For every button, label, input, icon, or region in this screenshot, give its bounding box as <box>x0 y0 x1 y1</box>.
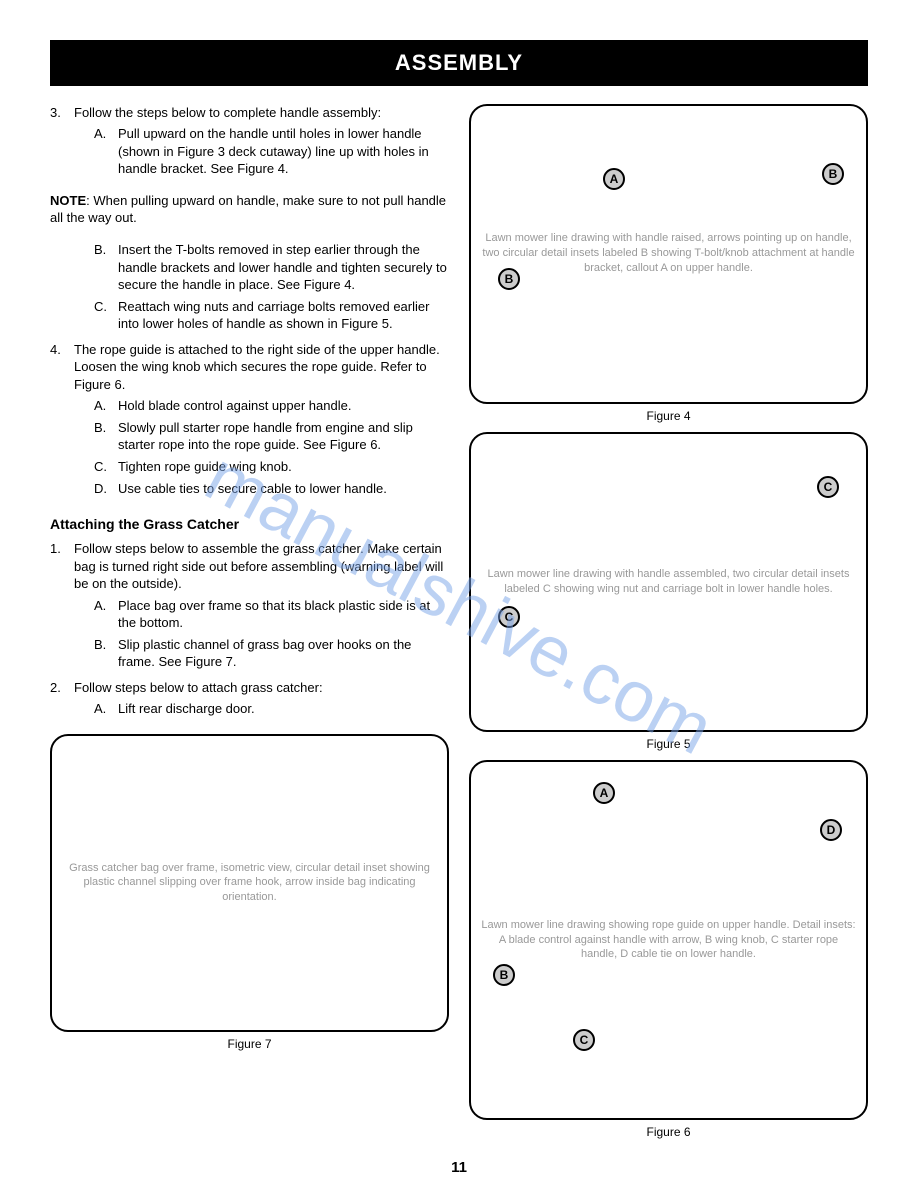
figure-6-box: A B C D Lawn mower line drawing showing … <box>469 760 868 1120</box>
callout-B: B <box>493 964 515 986</box>
figure-7-box: Grass catcher bag over frame, isometric … <box>50 734 449 1032</box>
figure-5-box: C C Lawn mower line drawing with handle … <box>469 432 868 732</box>
figure-7-container: Grass catcher bag over frame, isometric … <box>50 734 449 1052</box>
step-intro: The rope guide is attached to the right … <box>74 342 440 392</box>
substep-B: B. Slowly pull starter rope handle from … <box>94 419 449 454</box>
step-number: 2. <box>50 679 74 722</box>
gc2-substeps: A. Lift rear discharge door. <box>74 700 449 718</box>
substep-C: C. Tighten rope guide wing knob. <box>94 458 449 476</box>
callout-D: D <box>820 819 842 841</box>
figures-column: A B B Lawn mower line drawing with handl… <box>469 104 868 1141</box>
substep-letter: A. <box>94 597 118 632</box>
substep-text: Hold blade control against upper handle. <box>118 397 449 415</box>
grass-catcher-steps: 1. Follow steps below to assemble the gr… <box>50 540 449 722</box>
page-number: 11 <box>50 1158 868 1178</box>
substep-B: B. Insert the T-bolts removed in step ea… <box>94 241 449 294</box>
gc-step-2: 2. Follow steps below to attach grass ca… <box>50 679 449 722</box>
step-4: 4. The rope guide is attached to the rig… <box>50 341 449 501</box>
step-intro: Follow the steps below to complete handl… <box>74 105 381 120</box>
callout-C: C <box>498 606 520 628</box>
substep-A: A. Hold blade control against upper hand… <box>94 397 449 415</box>
substep-letter: B. <box>94 241 118 294</box>
step-number: 3. <box>50 104 74 182</box>
substep-letter: B. <box>94 419 118 454</box>
figure-6-caption: Figure 6 <box>469 1124 868 1140</box>
substep-text: Slip plastic channel of grass bag over h… <box>118 636 449 671</box>
substep-text: Reattach wing nuts and carriage bolts re… <box>118 298 449 333</box>
note-label: NOTE <box>50 193 86 208</box>
substep-letter: C. <box>94 458 118 476</box>
subheading-grass-catcher: Attaching the Grass Catcher <box>50 515 449 534</box>
callout-C: C <box>817 476 839 498</box>
gc-step-1: 1. Follow steps below to assemble the gr… <box>50 540 449 675</box>
substep-text: Insert the T-bolts removed in step earli… <box>118 241 449 294</box>
step-number: 1. <box>50 540 74 675</box>
gc1-substeps: A. Place bag over frame so that its blac… <box>74 597 449 671</box>
substep-letter: A. <box>94 125 118 178</box>
step-3-substeps: A. Pull upward on the handle until holes… <box>74 125 449 178</box>
figure-4-box: A B B Lawn mower line drawing with handl… <box>469 104 868 404</box>
step-3: 3. Follow the steps below to complete ha… <box>50 104 449 182</box>
text-column: 3. Follow the steps below to complete ha… <box>50 104 449 1141</box>
substep-letter: D. <box>94 480 118 498</box>
assembly-steps-list-cont: B. Insert the T-bolts removed in step ea… <box>50 237 449 501</box>
callout-C: C <box>573 1029 595 1051</box>
figure-5-illustration: Lawn mower line drawing with handle asse… <box>471 434 866 730</box>
step-number-blank <box>50 237 74 337</box>
assembly-steps-list: 3. Follow the steps below to complete ha… <box>50 104 449 182</box>
note-paragraph: NOTE: When pulling upward on handle, mak… <box>50 192 449 227</box>
substep-D: D. Use cable ties to secure cable to low… <box>94 480 449 498</box>
step-3-substeps-cont: B. Insert the T-bolts removed in step ea… <box>74 241 449 333</box>
step-3-cont: B. Insert the T-bolts removed in step ea… <box>50 237 449 337</box>
substep-letter: C. <box>94 298 118 333</box>
callout-A: A <box>603 168 625 190</box>
step-4-substeps: A. Hold blade control against upper hand… <box>74 397 449 497</box>
figure-6-container: A B C D Lawn mower line drawing showing … <box>469 760 868 1140</box>
step-intro: Follow steps below to attach grass catch… <box>74 680 323 695</box>
figure-7-illustration: Grass catcher bag over frame, isometric … <box>52 736 447 1030</box>
substep-letter: A. <box>94 397 118 415</box>
figure-4-caption: Figure 4 <box>469 408 868 424</box>
step-intro: Follow steps below to assemble the grass… <box>74 541 443 591</box>
substep-letter: B. <box>94 636 118 671</box>
step-number: 4. <box>50 341 74 501</box>
substep-text: Place bag over frame so that its black p… <box>118 597 449 632</box>
figure-6-illustration: Lawn mower line drawing showing rope gui… <box>471 762 866 1118</box>
figure-7-caption: Figure 7 <box>50 1036 449 1052</box>
figure-4-container: A B B Lawn mower line drawing with handl… <box>469 104 868 424</box>
figure-4-illustration: Lawn mower line drawing with handle rais… <box>471 106 866 402</box>
figure-5-container: C C Lawn mower line drawing with handle … <box>469 432 868 752</box>
substep-A: A. Lift rear discharge door. <box>94 700 449 718</box>
substep-text: Lift rear discharge door. <box>118 700 449 718</box>
substep-B: B. Slip plastic channel of grass bag ove… <box>94 636 449 671</box>
figure-5-caption: Figure 5 <box>469 736 868 752</box>
substep-text: Tighten rope guide wing knob. <box>118 458 449 476</box>
two-column-layout: 3. Follow the steps below to complete ha… <box>50 104 868 1141</box>
callout-A: A <box>593 782 615 804</box>
substep-text: Pull upward on the handle until holes in… <box>118 125 449 178</box>
callout-B: B <box>498 268 520 290</box>
callout-B: B <box>822 163 844 185</box>
substep-A: A. Pull upward on the handle until holes… <box>94 125 449 178</box>
section-banner: ASSEMBLY <box>50 40 868 86</box>
substep-A: A. Place bag over frame so that its blac… <box>94 597 449 632</box>
substep-letter: A. <box>94 700 118 718</box>
substep-text: Use cable ties to secure cable to lower … <box>118 480 449 498</box>
note-text: : When pulling upward on handle, make su… <box>50 193 446 226</box>
substep-text: Slowly pull starter rope handle from eng… <box>118 419 449 454</box>
substep-C: C. Reattach wing nuts and carriage bolts… <box>94 298 449 333</box>
